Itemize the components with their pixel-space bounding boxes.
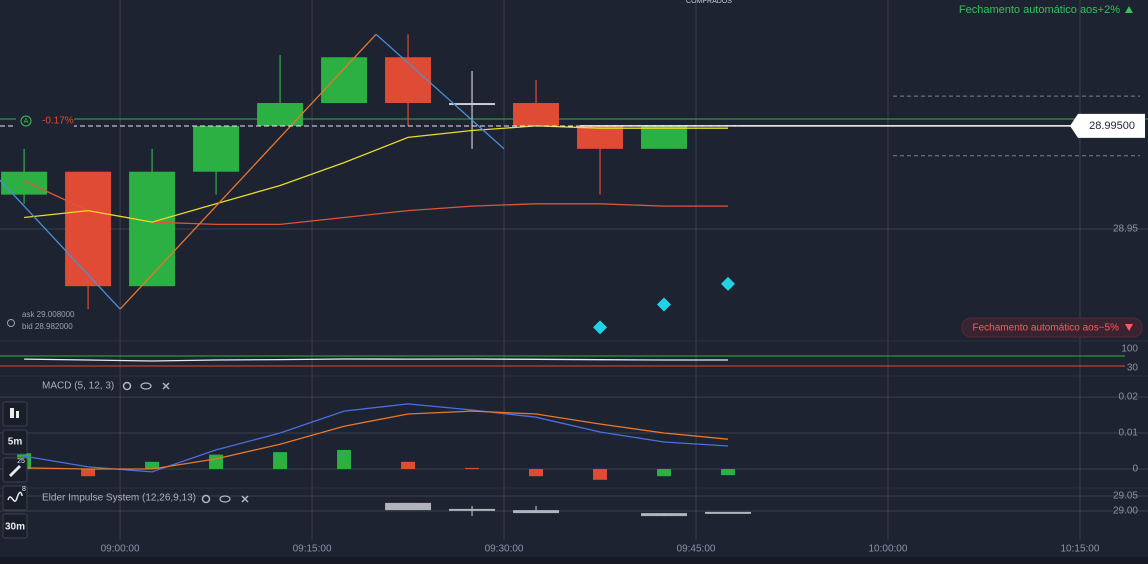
candle-body: [577, 125, 624, 149]
info-icon: [7, 319, 15, 327]
signal-marker: [593, 320, 608, 335]
candle-body: [65, 171, 112, 287]
bottom-strip: [0, 557, 1148, 564]
y-tick-label: 0: [1132, 464, 1138, 475]
auto-close-down-pill[interactable]: [961, 317, 1143, 338]
y-tick-label: 0.02: [1119, 392, 1139, 403]
toolbar: 5m 25 8 30m: [2, 401, 28, 539]
y-tick-label: 28.95: [1113, 224, 1138, 235]
candle-body: [385, 502, 432, 511]
signal-marker: [721, 276, 736, 291]
indicator-line: [24, 410, 729, 470]
bid-label: bid 28.982000: [22, 322, 73, 331]
candle-body: [449, 103, 496, 106]
button-label: 5m: [8, 437, 23, 448]
button-icon: [10, 408, 14, 418]
trade-icon: [20, 115, 32, 127]
visibility-icon[interactable]: [140, 382, 152, 390]
indicator-title: MACD (5, 12, 3): [42, 381, 114, 392]
plot: [0, 33, 1148, 517]
candle-body: [449, 508, 496, 511]
labels: 09:00:00 09:15:00 09:30:00 09:45:00 10:00:00…: [42, 120, 1138, 555]
x-tick-label: 09:45:00: [677, 544, 716, 555]
macd-controls: [122, 381, 170, 391]
current-price-label: 28.99500: [1089, 120, 1135, 132]
top-label: COMPRADOS: [686, 0, 732, 5]
x-tick-label: 09:30:00: [485, 544, 524, 555]
candle-body: [385, 57, 432, 104]
trade-icon-letter: A: [24, 118, 29, 125]
indicator-line: [23, 403, 729, 473]
candle-body: [257, 103, 304, 126]
y-tick-label: 29.00: [1113, 506, 1138, 517]
ask-label: ask 29.008000: [22, 310, 75, 319]
button-icon: [9, 465, 21, 477]
histogram-bar: [529, 469, 544, 477]
auto-close-up[interactable]: Fechamento automático aos+2%: [959, 4, 1120, 16]
indicator-line: [24, 358, 728, 362]
settings-icon[interactable]: [201, 494, 211, 504]
down-arrow: [1125, 324, 1133, 331]
trade-pct: -0.17%: [42, 116, 74, 127]
y-tick-label: 0.01: [1119, 428, 1139, 439]
indicator-line: [0, 179, 121, 310]
visibility-icon[interactable]: [219, 495, 231, 503]
x-tick-label: 09:15:00: [293, 544, 332, 555]
button-label: 30m: [5, 522, 25, 533]
close-icon[interactable]: [241, 495, 249, 503]
close-icon[interactable]: [162, 382, 170, 390]
y-tick-label: 100: [1121, 344, 1138, 355]
histogram-bar: [273, 452, 288, 470]
auto-close-down[interactable]: Fechamento automático aos−5%: [973, 323, 1120, 334]
price-tag: [1070, 113, 1145, 138]
histogram-bar: [209, 454, 224, 470]
histogram-bar: [337, 449, 352, 470]
x-tick-label: 09:00:00: [101, 544, 140, 555]
grid: [0, 0, 1148, 540]
candle-body: [641, 513, 688, 517]
settings-icon[interactable]: [122, 381, 132, 391]
indicator-line: [24, 125, 728, 223]
button-badge: 25: [17, 458, 25, 465]
histogram-bar: [81, 469, 96, 477]
indicator-line: [119, 33, 377, 310]
button-icon: [7, 491, 23, 502]
x-tick-label: 10:15:00: [1060, 544, 1099, 555]
candle-body: [321, 57, 368, 104]
panel: [0, 33, 1148, 335]
y-tick-label: 29.05: [1113, 491, 1138, 502]
chart-type-button[interactable]: [2, 401, 28, 427]
timeframe-button[interactable]: [2, 429, 28, 455]
timeframe-button[interactable]: [2, 513, 28, 539]
candle-body: [1, 171, 48, 195]
histogram-bar: [145, 461, 160, 470]
up-arrow: [1125, 6, 1133, 13]
histogram-bar: [465, 467, 480, 470]
candle-body: [641, 125, 688, 149]
histogram-bar: [401, 461, 416, 470]
button-badge: 8: [22, 486, 26, 493]
x-tick-label: 10:00:00: [869, 544, 908, 555]
histogram-bar: [657, 469, 672, 477]
y-tick-label: 30: [1127, 363, 1139, 374]
trade-tag[interactable]: [16, 113, 74, 129]
indicator-line: [375, 33, 505, 150]
signal-marker: [657, 297, 672, 312]
candle-body: [513, 510, 560, 514]
candle-body: [705, 511, 752, 514]
button-icon: [16, 411, 19, 418]
indicator-title: Elder Impulse System (12,26,9,13): [42, 493, 196, 504]
panel: [24, 358, 728, 362]
candle-body: [129, 171, 176, 287]
candle-body: [193, 125, 240, 172]
panel: [385, 502, 752, 517]
histogram-bar: [593, 469, 608, 480]
elder-controls: [201, 494, 249, 504]
histogram-bar: [721, 469, 736, 476]
candle-body: [513, 103, 560, 126]
